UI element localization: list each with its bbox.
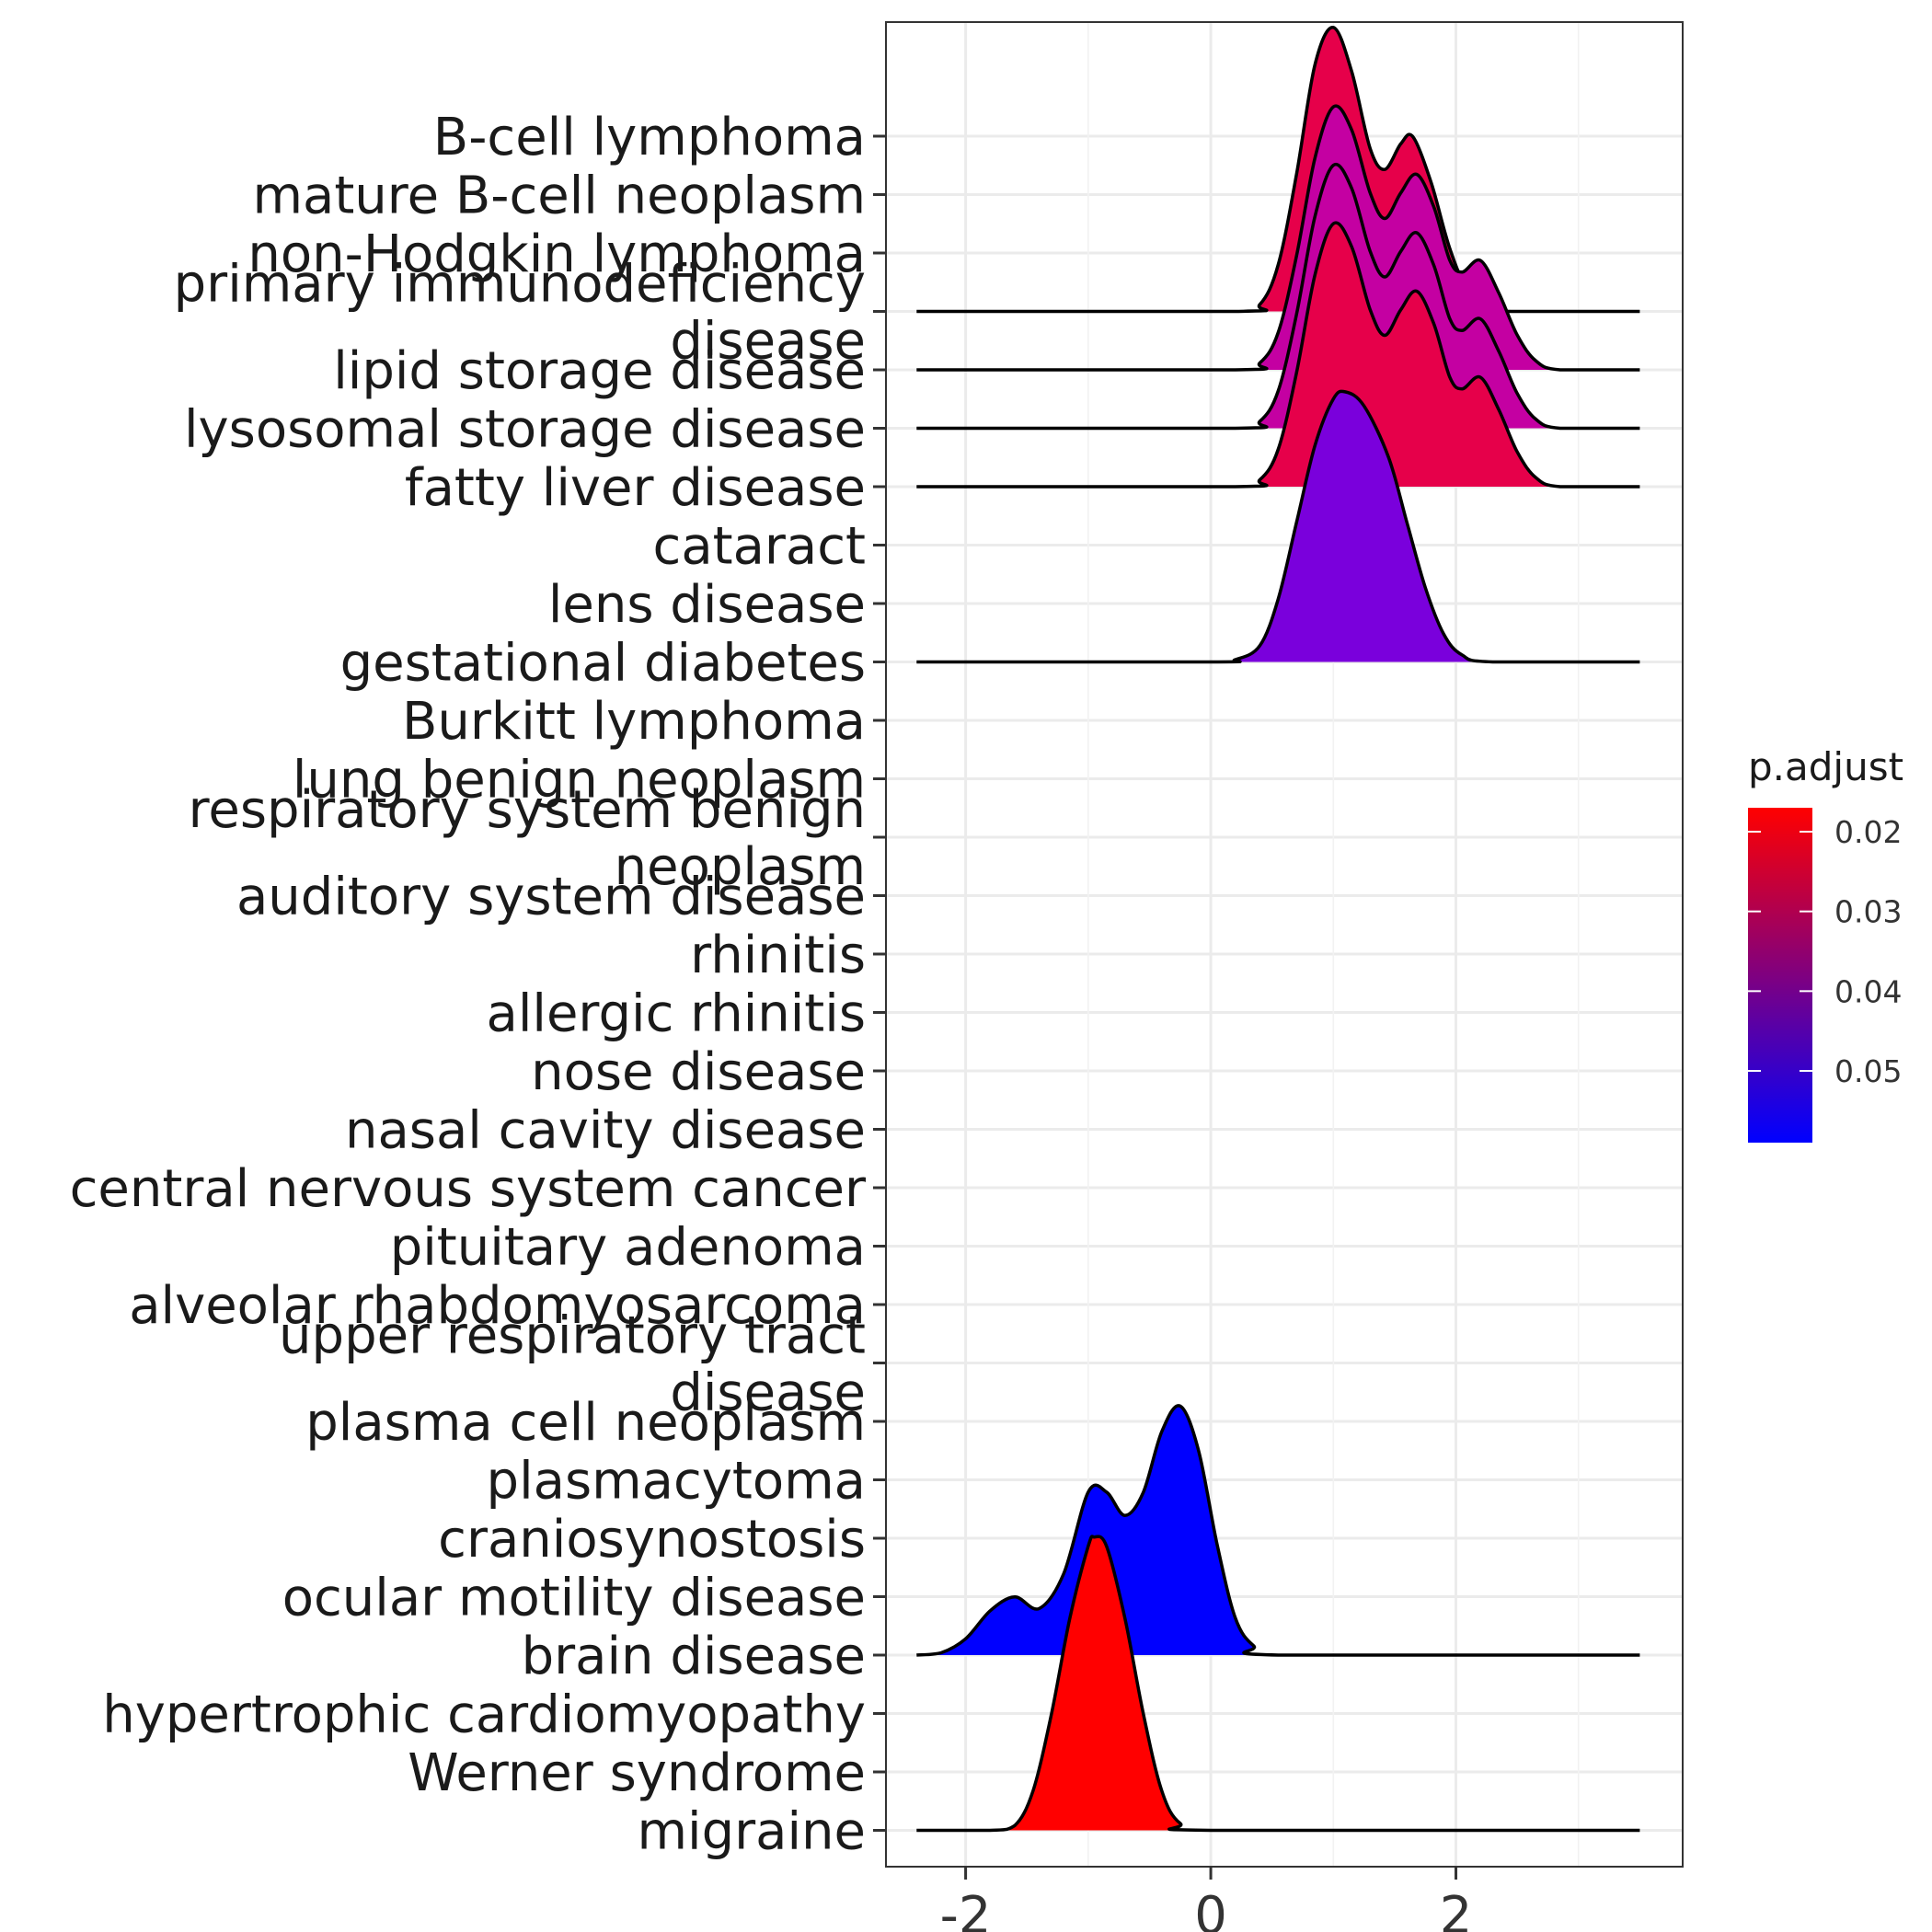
category-label-pituitary-adenoma: pituitary adenoma — [390, 1218, 866, 1278]
category-label-nose-disease: nose disease — [531, 1042, 866, 1102]
ridge-outline-lipid-storage-disease — [916, 104, 1640, 372]
category-label-central-nervous-system-cancer: central nervous system cancer — [70, 1159, 867, 1219]
category-label-allergic-rhinitis: allergic rhinitis — [487, 984, 866, 1044]
x-tick-label: 0 — [1194, 1886, 1227, 1932]
ridge-outline-brain-disease — [916, 1404, 1640, 1657]
ridge-lysosomal-storage-disease — [916, 162, 1640, 431]
legend-colorbar — [1748, 808, 1812, 1143]
ridge-lipid-storage-disease — [916, 104, 1640, 372]
y-axis-ticks — [873, 134, 886, 1832]
category-label-plasma-cell-neoplasm: plasma cell neoplasm — [305, 1393, 866, 1453]
ridge-gestational-diabetes — [916, 389, 1640, 664]
category-label-burkitt-lymphoma: Burkitt lymphoma — [402, 692, 866, 752]
ridge-migraine — [916, 1535, 1640, 1833]
ridge-fill-lysosomal-storage-disease — [916, 164, 1640, 429]
category-label-lipid-storage-disease: lipid storage disease — [333, 341, 866, 401]
category-label-lens-disease: lens disease — [548, 575, 866, 635]
category-label-brain-disease: brain disease — [522, 1627, 866, 1686]
category-label-fatty-liver-disease: fatty liver disease — [405, 458, 866, 518]
plot-panel-border — [885, 21, 1684, 1868]
ridge-fill-fatty-liver-disease — [916, 223, 1640, 487]
category-label-respiratory-system-benign-neoplasm: respiratory system benign neoplasm — [189, 780, 866, 897]
category-label-auditory-system-disease: auditory system disease — [236, 868, 866, 927]
x-tick-label: 2 — [1440, 1886, 1473, 1932]
category-label-plasmacytoma: plasmacytoma — [487, 1452, 866, 1512]
color-legend: p.adjust 0.02 0.03 0.04 0.05 — [1748, 744, 1903, 1143]
category-label-lysosomal-storage-disease: lysosomal storage disease — [184, 400, 866, 460]
ridge-outline-gestational-diabetes — [916, 389, 1640, 664]
legend-tick-label: 0.05 — [1834, 1053, 1902, 1089]
category-label-migraine: migraine — [638, 1802, 867, 1862]
ridge-outline-fatty-liver-disease — [916, 221, 1640, 489]
ridge-fatty-liver-disease — [916, 221, 1640, 489]
category-label-gestational-diabetes: gestational diabetes — [340, 634, 866, 694]
category-label-b-cell-lymphoma: B-cell lymphoma — [433, 108, 866, 167]
category-label-ocular-motility-disease: ocular motility disease — [282, 1569, 866, 1628]
legend-tick-label: 0.03 — [1834, 894, 1902, 930]
ridge-fill-migraine — [916, 1536, 1640, 1831]
x-axis-ticks: -2 0 2 — [940, 1867, 1473, 1932]
x-tick-label: -2 — [940, 1886, 992, 1932]
category-label-cataract: cataract — [653, 517, 866, 577]
ridges — [916, 26, 1640, 1833]
legend-tick-label: 0.04 — [1834, 973, 1902, 1009]
category-label-upper-respiratory-tract-disease: upper respiratory tract disease — [279, 1306, 866, 1423]
category-label-craniosynostosis: craniosynostosis — [438, 1510, 866, 1570]
ridge-fill-lipid-storage-disease — [916, 106, 1640, 370]
legend-title: p.adjust — [1748, 744, 1903, 789]
category-label-alveolar-rhabdomyosarcoma: alveolar rhabdomyosarcoma — [129, 1276, 866, 1336]
legend-tick-label: 0.02 — [1834, 814, 1902, 850]
category-label-lung-benign-neoplasm: lung benign neoplasm — [293, 751, 866, 811]
legend-ticks: 0.02 0.03 0.04 0.05 — [1748, 814, 1902, 1089]
category-label-nasal-cavity-disease: nasal cavity disease — [345, 1101, 866, 1161]
category-label-rhinitis: rhinitis — [690, 926, 866, 985]
category-label-werner-syndrome: Werner syndrome — [408, 1743, 866, 1803]
category-label-hypertrophic-cardiomyopathy: hypertrophic cardiomyopathy — [102, 1685, 866, 1745]
category-label-primary-immunodeficiency-disease: primary immunodeficiency disease — [174, 255, 866, 372]
category-label-mature-b-cell-neoplasm: mature B-cell neoplasm — [252, 167, 866, 226]
ridge-outline-migraine — [916, 1535, 1640, 1833]
category-label-non-hodgkin-lymphoma: non-Hodgkin lymphoma — [247, 224, 866, 284]
ridge-outline-lysosomal-storage-disease — [916, 162, 1640, 431]
ridge-fill-gestational-diabetes — [916, 391, 1640, 662]
